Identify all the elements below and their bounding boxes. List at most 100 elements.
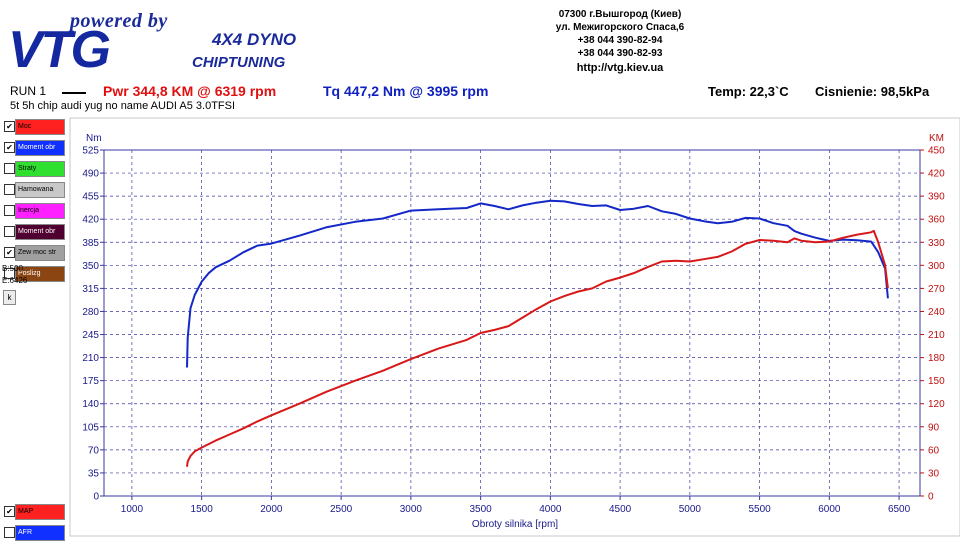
y-left-tick-label: 210 <box>82 353 99 364</box>
legend-checkbox[interactable] <box>4 268 15 279</box>
legend-checkbox[interactable] <box>4 205 15 216</box>
x-tick-label: 5500 <box>748 504 771 515</box>
x-tick-label: 4500 <box>609 504 632 515</box>
power-peak: Pwr 344,8 KM @ 6319 rpm <box>103 83 277 99</box>
x-tick-label: 6000 <box>818 504 841 515</box>
y-left-tick-label: 70 <box>88 445 100 456</box>
y-left-tick-label: 525 <box>82 146 99 157</box>
y-right-tick-label: 120 <box>928 399 945 410</box>
y-left-tick-label: 35 <box>88 468 100 479</box>
legend-label: Inercja <box>15 203 65 219</box>
y-right-tick-label: 0 <box>928 492 934 503</box>
legend-label: Zew moc str <box>15 245 65 261</box>
y-right-tick-label: 390 <box>928 192 945 203</box>
y-left-tick-label: 0 <box>93 492 99 503</box>
y-right-tick-label: 330 <box>928 238 945 249</box>
legend-item-main-7[interactable]: Poslizg <box>2 265 65 284</box>
run-summary: RUN 1 Pwr 344,8 KM @ 6319 rpm Tq 447,2 N… <box>0 83 960 102</box>
legend-item-main-5[interactable]: Moment obr <box>2 223 65 242</box>
legend-checkbox[interactable]: ✔ <box>4 506 15 517</box>
run-line-swatch <box>62 92 86 94</box>
x-tick-label: 1500 <box>191 504 214 515</box>
logo-powered-by: powered by <box>70 10 168 32</box>
legend-item-main-3[interactable]: Hamowana <box>2 181 65 200</box>
e-value: E:6426 <box>2 276 28 285</box>
pressure: Cisnienie: 98,5kPa <box>815 84 930 99</box>
y-left-tick-label: 350 <box>82 261 99 272</box>
legend-item-bottom-0[interactable]: ✔ MAP <box>2 503 65 522</box>
legend-label: MAP <box>15 504 65 520</box>
run-description: 5t 5h chip audi yug no name AUDI A5 3.0T… <box>10 100 236 112</box>
address-line-1: 07300 г.Вышгород (Киев) <box>558 9 682 20</box>
y-right-label: KM <box>929 133 944 144</box>
y-right-tick-label: 210 <box>928 330 945 341</box>
legend-label: Straty <box>15 161 65 177</box>
y-left-tick-label: 175 <box>82 376 99 387</box>
legend-item-main-0[interactable]: ✔ Moc <box>2 118 65 137</box>
logo-dyno: 4X4 DYNO <box>212 30 297 49</box>
y-left-tick-label: 280 <box>82 307 99 318</box>
x-tick-label: 5000 <box>679 504 702 515</box>
y-left-tick-label: 245 <box>82 330 99 341</box>
legend-item-bottom-1[interactable]: AFR <box>2 524 65 543</box>
legend-item-main-6[interactable]: ✔ Zew moc str <box>2 244 65 263</box>
y-left-tick-label: 420 <box>82 215 99 226</box>
logo-chiptuning: CHIPTUNING <box>192 54 286 71</box>
grid <box>104 150 920 496</box>
curve-legend: ✔ Moc ✔ Moment obr Straty Hamowana Inercja Mome… <box>2 118 66 286</box>
y-right-tick-label: 180 <box>928 353 945 364</box>
legend-item-main-4[interactable]: Inercja <box>2 202 65 221</box>
y-left-tick-label: 385 <box>82 238 99 249</box>
run-label: RUN 1 <box>10 84 47 98</box>
series-line-moment-obr <box>186 199 889 368</box>
legend-checkbox[interactable]: ✔ <box>4 142 15 153</box>
address-line-2: ул. Межигорского Спаса,6 <box>555 22 685 33</box>
y-right-tick-label: 30 <box>928 468 940 479</box>
legend-checkbox[interactable]: ✔ <box>4 247 15 258</box>
temperature: Temp: 22,3`C <box>708 84 789 99</box>
x-axis-label: Obroty silnika [rpm] <box>472 519 558 530</box>
series-line-moc <box>186 229 889 467</box>
phone-2: +38 044 390-82-93 <box>577 48 663 59</box>
y-right-tick-label: 420 <box>928 169 945 180</box>
y-right-tick-label: 300 <box>928 261 945 272</box>
legend-checkbox[interactable]: ✔ <box>4 121 15 132</box>
legend-item-main-2[interactable]: Straty <box>2 160 65 179</box>
legend-label: Moment obr <box>15 140 65 156</box>
y-left-tick-label: 105 <box>82 422 99 433</box>
y-left-tick-label: 315 <box>82 284 99 295</box>
chart-frame <box>69 117 960 537</box>
x-tick-label: 4000 <box>539 504 562 515</box>
legend-checkbox[interactable] <box>4 184 15 195</box>
b-value: B:500 <box>2 264 23 273</box>
y-left-tick-label: 455 <box>82 192 99 203</box>
website-url: http://vtg.kiev.ua <box>576 62 664 74</box>
y-right-tick-label: 450 <box>928 146 945 157</box>
vtg-logo: powered by VTG 4X4 DYNO CHIPTUNING <box>8 8 308 79</box>
y-right-tick-label: 270 <box>928 284 945 295</box>
x-tick-label: 2500 <box>330 504 353 515</box>
legend-label: Moc <box>15 119 65 135</box>
y-left-tick-label: 140 <box>82 399 99 410</box>
k-button[interactable]: k <box>3 290 16 305</box>
x-tick-label: 3500 <box>469 504 492 515</box>
bottom-legend: ✔ MAP AFR <box>2 503 66 545</box>
legend-checkbox[interactable] <box>4 163 15 174</box>
x-tick-label: 3000 <box>400 504 423 515</box>
series-group <box>186 199 889 467</box>
y-left-tick-label: 490 <box>82 169 99 180</box>
legend-label: Hamowana <box>15 182 65 198</box>
legend-checkbox[interactable] <box>4 527 15 538</box>
x-tick-label: 6500 <box>888 504 911 515</box>
y-right-ticks: 0 30 60 90 120 150 180 210 240 270 300 330 360 390 420… <box>920 146 945 503</box>
y-left-ticks: 0 35 70 105 140 175 210 245 280 315 350 385 420 455 49… <box>82 146 104 503</box>
y-right-tick-label: 360 <box>928 215 945 226</box>
legend-checkbox[interactable] <box>4 226 15 237</box>
y-left-label: Nm <box>86 133 102 144</box>
legend-item-main-1[interactable]: ✔ Moment obr <box>2 139 65 158</box>
x-tick-label: 1000 <box>121 504 144 515</box>
legend-label: Moment obr <box>15 224 65 240</box>
logo-brand: VTG <box>8 21 111 79</box>
y-right-tick-label: 240 <box>928 307 945 318</box>
